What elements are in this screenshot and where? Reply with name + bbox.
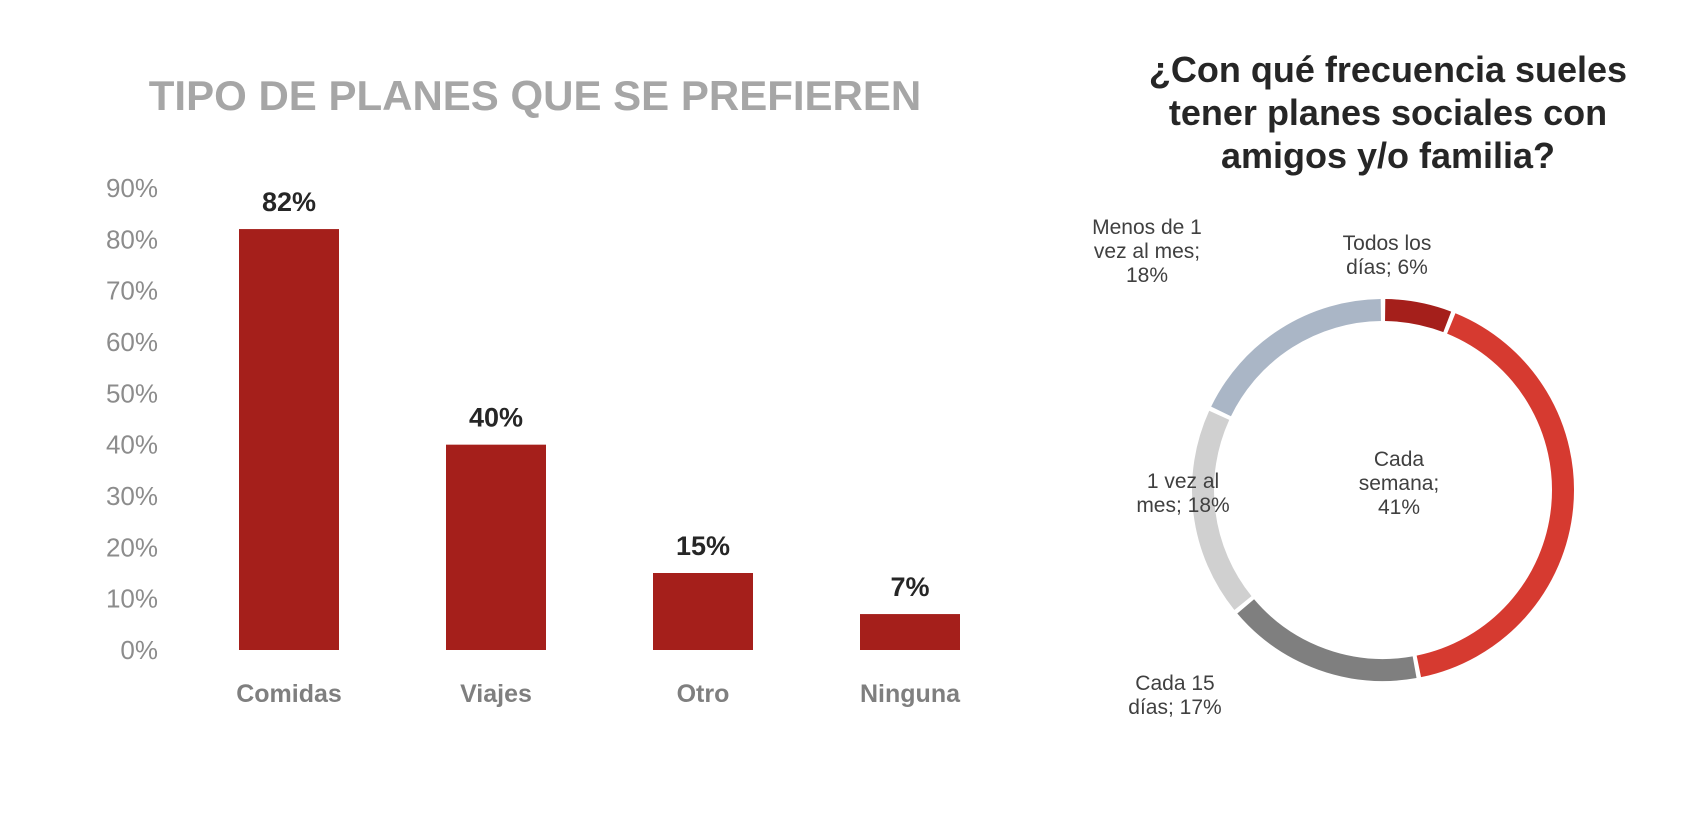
x-axis: Comidas Viajes Otro Ninguna bbox=[236, 680, 961, 708]
y-tick-label: 30% bbox=[106, 481, 158, 511]
x-tick-label: Comidas bbox=[236, 680, 342, 708]
y-tick-label: 70% bbox=[106, 276, 158, 306]
donut-slices bbox=[1192, 299, 1574, 681]
y-tick-label: 90% bbox=[106, 173, 158, 203]
bar-ninguna bbox=[860, 614, 960, 650]
slice-labels: Todos los días; 6% Cada semana; 41% Cada 15 dí… bbox=[1092, 216, 1439, 719]
slice-label: Todos los días; 6% bbox=[1343, 232, 1432, 279]
data-label: 82% bbox=[262, 187, 316, 217]
data-label: 40% bbox=[469, 403, 523, 433]
slice-label: Cada 15 días; 17% bbox=[1128, 672, 1221, 719]
slice-label: 1 vez al mes; 18% bbox=[1136, 470, 1229, 517]
y-tick-label: 0% bbox=[120, 635, 158, 665]
donut-slice bbox=[1384, 299, 1452, 333]
donut-slice bbox=[1192, 410, 1252, 610]
donut-title-line: amigos y/o familia? bbox=[1221, 135, 1555, 176]
donut-title-line: tener planes sociales con bbox=[1169, 92, 1607, 133]
y-tick-label: 80% bbox=[106, 224, 158, 254]
x-tick-label: Ninguna bbox=[860, 680, 961, 708]
bar-chart: TIPO DE PLANES QUE SE PREFIEREN 0% 10% 20%… bbox=[106, 72, 961, 708]
y-tick-label: 20% bbox=[106, 532, 158, 562]
donut-chart-panel: ¿Con qué frecuencia sueles tener planes s… bbox=[1090, 0, 1696, 812]
bar-viajes bbox=[446, 444, 546, 650]
donut-slice bbox=[1237, 599, 1417, 681]
data-label: 15% bbox=[676, 531, 730, 561]
y-tick-label: 40% bbox=[106, 430, 158, 460]
bars bbox=[239, 229, 960, 651]
x-tick-label: Otro bbox=[677, 680, 730, 708]
donut-slice bbox=[1416, 313, 1574, 678]
bar-chart-panel: TIPO DE PLANES QUE SE PREFIEREN 0% 10% 20%… bbox=[106, 72, 961, 708]
y-tick-label: 60% bbox=[106, 327, 158, 357]
y-tick-label: 10% bbox=[106, 584, 158, 614]
donut-slice bbox=[1211, 299, 1382, 417]
y-axis: 0% 10% 20% 30% 40% 50% 60% 70% 80% 90% bbox=[106, 173, 158, 665]
slice-label: Cada semana; 41% bbox=[1359, 448, 1440, 519]
slice-label: Menos de 1 vez al mes; 18% bbox=[1092, 216, 1202, 287]
bar-comidas bbox=[239, 229, 339, 651]
bar-otro bbox=[653, 573, 753, 650]
donut-title-line: ¿Con qué frecuencia sueles bbox=[1149, 49, 1627, 90]
data-labels: 82% 40% 15% 7% bbox=[262, 187, 930, 602]
data-label: 7% bbox=[890, 572, 929, 602]
y-tick-label: 50% bbox=[106, 378, 158, 408]
bar-chart-title: TIPO DE PLANES QUE SE PREFIEREN bbox=[149, 72, 921, 119]
x-tick-label: Viajes bbox=[460, 680, 532, 708]
